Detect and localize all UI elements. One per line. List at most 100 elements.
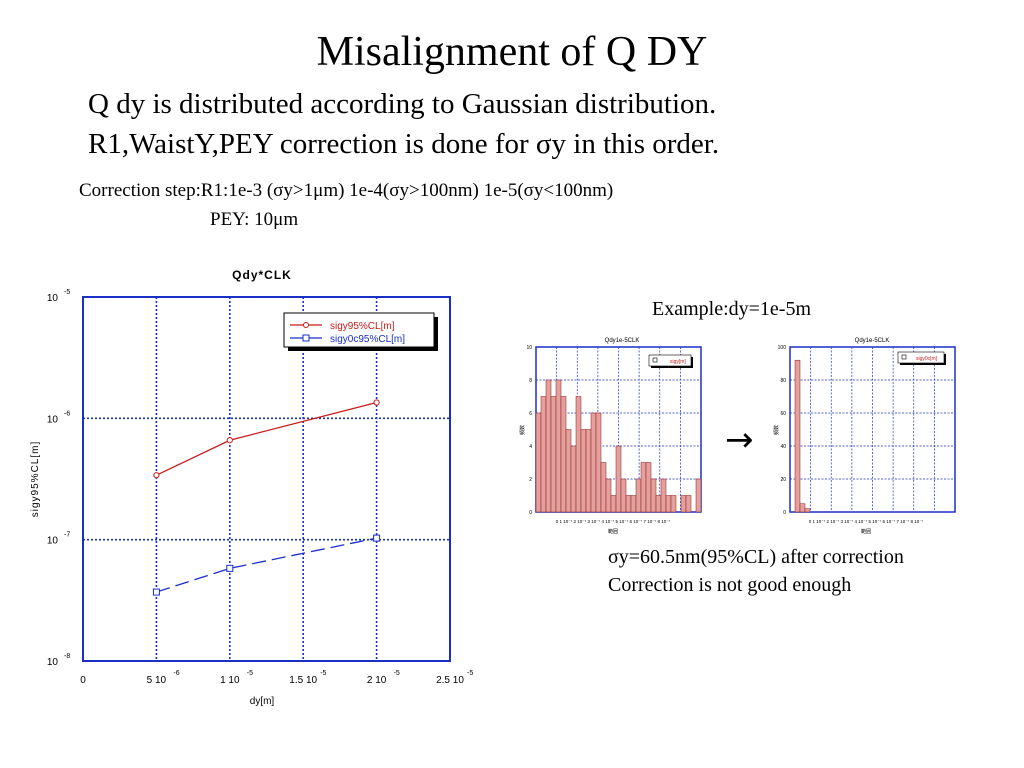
svg-text:-5: -5 bbox=[320, 670, 326, 677]
histogram-bar bbox=[610, 495, 617, 513]
histogram-bar bbox=[605, 478, 612, 513]
histogram-after-legend-label: sigy0c[m] bbox=[916, 356, 938, 362]
histogram-after-title: Qdy1e-5CLK bbox=[855, 338, 890, 344]
main-chart-title: Qdy*CLK bbox=[232, 268, 292, 282]
data-point bbox=[226, 564, 234, 572]
result-line-1: σy=60.5nm(95%CL) after correction bbox=[608, 546, 904, 568]
histogram-bar bbox=[620, 478, 627, 513]
histogram-bar bbox=[600, 462, 607, 513]
histogram-bar bbox=[685, 495, 692, 513]
slide-title: Misalignment of Q DY bbox=[316, 29, 708, 75]
histogram-bar bbox=[794, 359, 801, 513]
histogram-before-x-ticks: 0 1 10⁻⁷ 2 10⁻⁷ 3 10⁻⁷ 4 10⁻⁷ 5 10⁻⁷ 6 1… bbox=[556, 519, 671, 524]
main-chart-legend: sigy95%CL[m] sigy0c95%CL[m] bbox=[283, 312, 438, 351]
histogram-before: Qdy1e-5CLK 0 2 4 6 8 10 0 1 10⁻⁷ 2 10⁻⁷ 3 10⁻… bbox=[519, 338, 702, 535]
svg-text:-6: -6 bbox=[173, 670, 179, 677]
y-tick-label: 20 bbox=[780, 477, 786, 483]
histogram-bar bbox=[595, 412, 602, 513]
svg-text:-7: -7 bbox=[64, 532, 70, 539]
histogram-bar bbox=[630, 495, 637, 513]
legend-series-2: sigy0c95%CL[m] bbox=[330, 334, 405, 345]
data-point bbox=[373, 534, 381, 542]
histogram-before-x-label: 範囲 bbox=[608, 528, 618, 535]
histogram-bar bbox=[640, 462, 647, 513]
x-tick-label: 1.5 10 bbox=[289, 675, 317, 686]
y-tick-label: 10 bbox=[47, 414, 59, 425]
svg-text:-5: -5 bbox=[64, 289, 70, 296]
svg-text:-6: -6 bbox=[64, 410, 70, 417]
main-chart-plot-area bbox=[82, 296, 451, 662]
histogram-bar bbox=[585, 429, 592, 513]
description-line-2: R1,WaistY,PEY correction is done for σy … bbox=[88, 128, 720, 160]
histogram-after-x-label: 範囲 bbox=[861, 528, 871, 535]
histogram-bar bbox=[545, 379, 552, 513]
arrow-icon: → bbox=[725, 420, 754, 460]
svg-text:-8: -8 bbox=[64, 653, 70, 660]
histogram-bar bbox=[550, 396, 557, 513]
histogram-bar bbox=[635, 478, 642, 513]
histogram-bar bbox=[650, 478, 657, 513]
y-tick-label: 10 bbox=[47, 536, 59, 547]
y-tick-label: 4 bbox=[529, 444, 532, 450]
histogram-bar bbox=[580, 429, 587, 513]
pey-text: PEY: 10μm bbox=[210, 209, 299, 230]
x-tick-label: 2 10 bbox=[367, 675, 387, 686]
y-tick-label: 10 bbox=[526, 345, 532, 351]
y-tick-label: 80 bbox=[780, 378, 786, 384]
histogram-bar bbox=[625, 495, 632, 513]
main-chart-grid bbox=[83, 297, 450, 661]
y-tick-label: 40 bbox=[780, 444, 786, 450]
main-chart-y-axis-label: sigy95%CL[m] bbox=[30, 441, 41, 517]
histogram-bar bbox=[655, 495, 662, 513]
data-point bbox=[226, 437, 233, 444]
y-tick-label: 8 bbox=[529, 378, 532, 384]
histogram-after-y-label: 頻数 bbox=[773, 425, 780, 435]
histogram-after: Qdy1e-5CLK 0 20 40 60 80 100 0 1 10⁻⁷ 2 10⁻⁷ … bbox=[773, 338, 956, 535]
histogram-bar bbox=[804, 508, 811, 513]
histogram-bar bbox=[555, 379, 562, 513]
correction-step-text: Correction step:R1:1e-3 (σy>1μm) 1e-4(σy… bbox=[79, 180, 614, 201]
histogram-bar bbox=[565, 429, 572, 513]
histogram-bar bbox=[645, 462, 652, 513]
histogram-bar bbox=[660, 478, 667, 513]
data-point bbox=[153, 472, 160, 479]
histogram-bar bbox=[615, 445, 622, 513]
x-tick-label: 1 10 bbox=[220, 675, 240, 686]
histogram-after-x-ticks: 0 1 10⁻⁷ 2 10⁻⁷ 3 10⁻⁷ 4 10⁻⁷ 5 10⁻⁷ 6 1… bbox=[809, 519, 924, 524]
svg-text:-5: -5 bbox=[467, 670, 473, 677]
histogram-before-legend bbox=[648, 354, 692, 367]
main-chart-x-axis-label: dy[m] bbox=[250, 696, 275, 707]
histogram-bar bbox=[590, 412, 597, 513]
histogram-before-legend-label: sigy[m] bbox=[670, 359, 686, 365]
series-line-2 bbox=[156, 537, 377, 593]
histogram-bar bbox=[670, 495, 677, 513]
histogram-before-y-label: 頻数 bbox=[519, 425, 526, 435]
y-tick-label: 100 bbox=[778, 345, 787, 351]
data-point bbox=[373, 399, 380, 406]
svg-text:-5: -5 bbox=[394, 670, 400, 677]
histogram-bar bbox=[695, 478, 702, 513]
x-tick-label: 5 10 bbox=[147, 675, 167, 686]
y-tick-label: 0 bbox=[529, 510, 532, 516]
histogram-bar bbox=[540, 396, 547, 513]
histogram-bar bbox=[570, 445, 577, 513]
y-tick-label: 2 bbox=[529, 477, 532, 483]
histogram-bar bbox=[799, 503, 806, 513]
legend-series-1: sigy95%CL[m] bbox=[330, 321, 395, 332]
histogram-before-title: Qdy1e-5CLK bbox=[605, 338, 640, 344]
x-tick-label: 2.5 10 bbox=[436, 675, 464, 686]
histogram-bar bbox=[680, 495, 687, 513]
description-line-1: Q dy is distributed according to Gaussia… bbox=[88, 88, 717, 120]
histogram-bar bbox=[560, 396, 567, 513]
histogram-bar bbox=[575, 396, 582, 513]
y-tick-label: 60 bbox=[780, 411, 786, 417]
histogram-bar bbox=[535, 412, 542, 513]
main-chart-series bbox=[152, 399, 381, 596]
example-label: Example:dy=1e-5m bbox=[652, 298, 812, 320]
histogram-before-bars bbox=[535, 379, 702, 513]
main-chart-y-tick-labels: 10 -5 10 -6 10 -7 10 -8 bbox=[47, 289, 70, 668]
data-point bbox=[152, 588, 160, 596]
histogram-after-legend bbox=[897, 351, 945, 364]
y-tick-label: 0 bbox=[783, 510, 786, 516]
